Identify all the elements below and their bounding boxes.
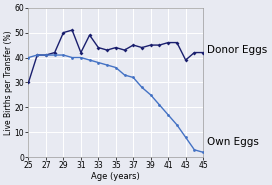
X-axis label: Age (years): Age (years) <box>91 172 140 181</box>
Y-axis label: Live Births per Transfer (%): Live Births per Transfer (%) <box>4 30 13 135</box>
Text: Donor Eggs: Donor Eggs <box>207 45 267 55</box>
Text: Own Eggs: Own Eggs <box>207 137 258 147</box>
